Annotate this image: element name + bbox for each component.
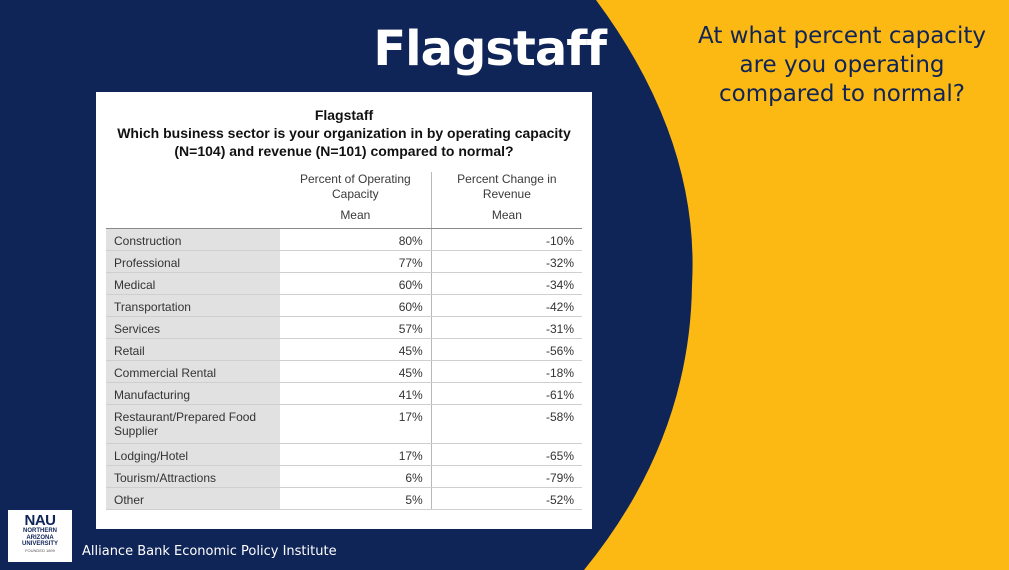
capacity-value: 45% [279, 360, 432, 383]
capacity-value: 77% [279, 250, 432, 273]
revenue-value: -31% [431, 316, 582, 339]
table-row: Manufacturing 41% -61% [106, 382, 582, 405]
row-label: Manufacturing [106, 382, 280, 405]
row-label: Professional [106, 250, 280, 273]
logo-founded: FOUNDED 1899 [25, 547, 55, 553]
revenue-value: -34% [431, 272, 582, 295]
header-revenue: Percent Change in Revenue [457, 172, 557, 201]
row-label: Services [106, 316, 280, 339]
table-row: Services 57% -31% [106, 316, 582, 339]
revenue-value: -56% [431, 338, 582, 361]
capacity-value: 57% [279, 316, 432, 339]
capacity-value: 5% [279, 487, 432, 510]
row-label: Transportation [106, 294, 280, 317]
row-label: Lodging/Hotel [106, 443, 280, 466]
capacity-value: 17% [279, 443, 432, 466]
table-row: Retail 45% -56% [106, 338, 582, 361]
logo-line-2: ARIZONA [26, 534, 54, 541]
logo-mark: NAU [24, 512, 57, 529]
table-row: Commercial Rental 45% -18% [106, 360, 582, 383]
table-row: Other 5% -52% [106, 487, 582, 510]
question-text: At what percent capacity are you operati… [698, 23, 986, 107]
slide-title: Flagstaff [373, 21, 607, 77]
nau-logo: NAU NORTHERN ARIZONA UNIVERSITY FOUNDED … [8, 510, 72, 562]
table-body: Construction 80% -10% Professional 77% -32% Me… [106, 228, 582, 510]
capacity-value: 60% [279, 272, 432, 295]
capacity-value: 80% [279, 228, 432, 251]
row-label: Tourism/Attractions [106, 465, 280, 488]
capacity-value: 41% [279, 382, 432, 405]
table-row: Lodging/Hotel 17% -65% [106, 443, 582, 466]
logo-line-1: NORTHERN [23, 528, 57, 534]
capacity-value: 45% [279, 338, 432, 361]
results-table-panel: Flagstaff Which business sector is your … [96, 92, 592, 529]
table-row: Medical 60% -34% [106, 272, 582, 295]
table-row: Tourism/Attractions 6% -79% [106, 465, 582, 488]
row-label: Restaurant/Prepared Food Supplier [106, 404, 280, 444]
revenue-value: -61% [431, 382, 582, 405]
revenue-value: -42% [431, 294, 582, 317]
corner-cell [106, 172, 280, 208]
row-label: Commercial Rental [106, 360, 280, 383]
capacity-value: 17% [279, 404, 432, 444]
results-table: Percent of Operating Capacity Percent Ch… [106, 172, 582, 510]
footer-text: Alliance Bank Economic Policy Institute [82, 544, 337, 559]
table-row: Professional 77% -32% [106, 250, 582, 273]
table-row: Restaurant/Prepared Food Supplier 17% -58% [106, 404, 582, 444]
mean-corner-cell [106, 208, 280, 229]
row-label: Medical [106, 272, 280, 295]
table-row: Construction 80% -10% [106, 228, 582, 251]
row-label: Other [106, 487, 280, 510]
revenue-value: -18% [431, 360, 582, 383]
row-label: Construction [106, 228, 280, 251]
revenue-value: -32% [431, 250, 582, 273]
revenue-value: -10% [431, 228, 582, 251]
table-row: Transportation 60% -42% [106, 294, 582, 317]
revenue-value: -58% [431, 404, 582, 444]
logo-line-3: UNIVERSITY [21, 541, 58, 547]
row-label: Retail [106, 338, 280, 361]
table-title: Flagstaff [314, 107, 374, 123]
header-capacity: Percent of Operating Capacity [279, 172, 432, 208]
capacity-value: 6% [279, 465, 432, 488]
revenue-value: -79% [431, 465, 582, 488]
header-capacity-stat: Mean [279, 208, 432, 229]
revenue-value: -65% [431, 443, 582, 466]
capacity-value: 60% [279, 294, 432, 317]
revenue-value: -52% [431, 487, 582, 510]
header-revenue-stat: Mean [431, 208, 582, 229]
table-subtitle: Which business sector is your organizati… [117, 125, 571, 159]
